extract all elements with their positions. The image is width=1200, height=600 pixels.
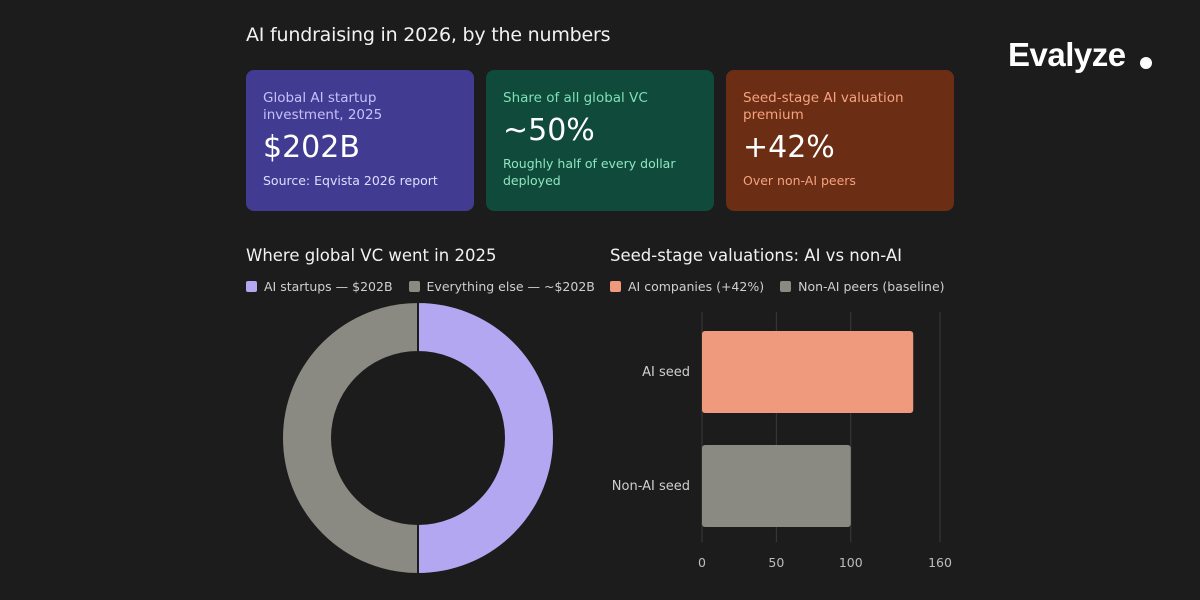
legend-item-other: Everything else — ~$202B	[408, 279, 595, 294]
bar-chart: 0 50 100 160 AI seed Non-AI seed	[612, 312, 952, 570]
legend-swatch	[246, 281, 257, 292]
legend-swatch	[408, 281, 420, 292]
donut-slice	[281, 300, 419, 576]
stat-card-note: Source: Eqvista 2026 report	[263, 173, 438, 188]
stat-card-note: Roughly half of every dollar deployed	[503, 156, 676, 188]
x-tick-label: 160	[928, 555, 952, 570]
y-tick-label: Non-AI seed	[612, 479, 690, 494]
donut-chart-title: Where global VC went in 2025	[246, 246, 497, 265]
legend-label: Non-AI peers (baseline)	[798, 279, 945, 294]
stat-card-label: Share of all global VC	[503, 90, 648, 106]
bar-ai-seed	[702, 331, 914, 413]
brand-logo-dot	[1140, 57, 1152, 69]
stat-card-investment: Global AI startup investment, 2025 $202B…	[246, 70, 474, 211]
stat-card-value: +42%	[743, 130, 835, 165]
donut-slice	[417, 300, 555, 576]
donut-chart	[281, 300, 555, 576]
bar-non-ai-seed	[702, 445, 851, 527]
bar-legend: AI companies (+42%) Non-AI peers (baseli…	[610, 279, 961, 294]
stat-card-valuation-premium: Seed-stage AI valuation premium +42% Ove…	[726, 70, 954, 211]
stat-card-vc-share: Share of all global VC ~50% Roughly half…	[486, 70, 714, 211]
x-tick-label: 0	[698, 555, 706, 570]
legend-item-non-ai-peers: Non-AI peers (baseline)	[780, 279, 945, 294]
legend-swatch	[610, 281, 621, 292]
legend-label: AI startups — $202B	[264, 279, 393, 294]
y-tick-label: AI seed	[642, 365, 690, 380]
brand-logo: Evalyze	[1008, 36, 1126, 73]
bar-chart-title: Seed-stage valuations: AI vs non-AI	[610, 246, 903, 265]
x-tick-label: 50	[768, 555, 784, 570]
stat-card-value: $202B	[263, 130, 360, 165]
legend-item-ai-companies: AI companies (+42%)	[610, 279, 764, 294]
legend-label: Everything else — ~$202B	[426, 279, 595, 294]
x-tick-label: 100	[839, 555, 863, 570]
page-title: AI fundraising in 2026, by the numbers	[246, 24, 611, 46]
stat-card-label: Seed-stage AI valuation premium	[743, 90, 904, 123]
stat-card-value: ~50%	[503, 113, 595, 148]
legend-item-ai: AI startups — $202B	[246, 279, 393, 294]
stat-card-label: Global AI startup investment, 2025	[263, 90, 383, 123]
donut-legend: AI startups — $202B Everything else — ~$…	[246, 279, 611, 294]
stat-card-note: Over non-AI peers	[743, 173, 856, 188]
legend-label: AI companies (+42%)	[628, 279, 765, 294]
legend-swatch	[780, 281, 792, 292]
